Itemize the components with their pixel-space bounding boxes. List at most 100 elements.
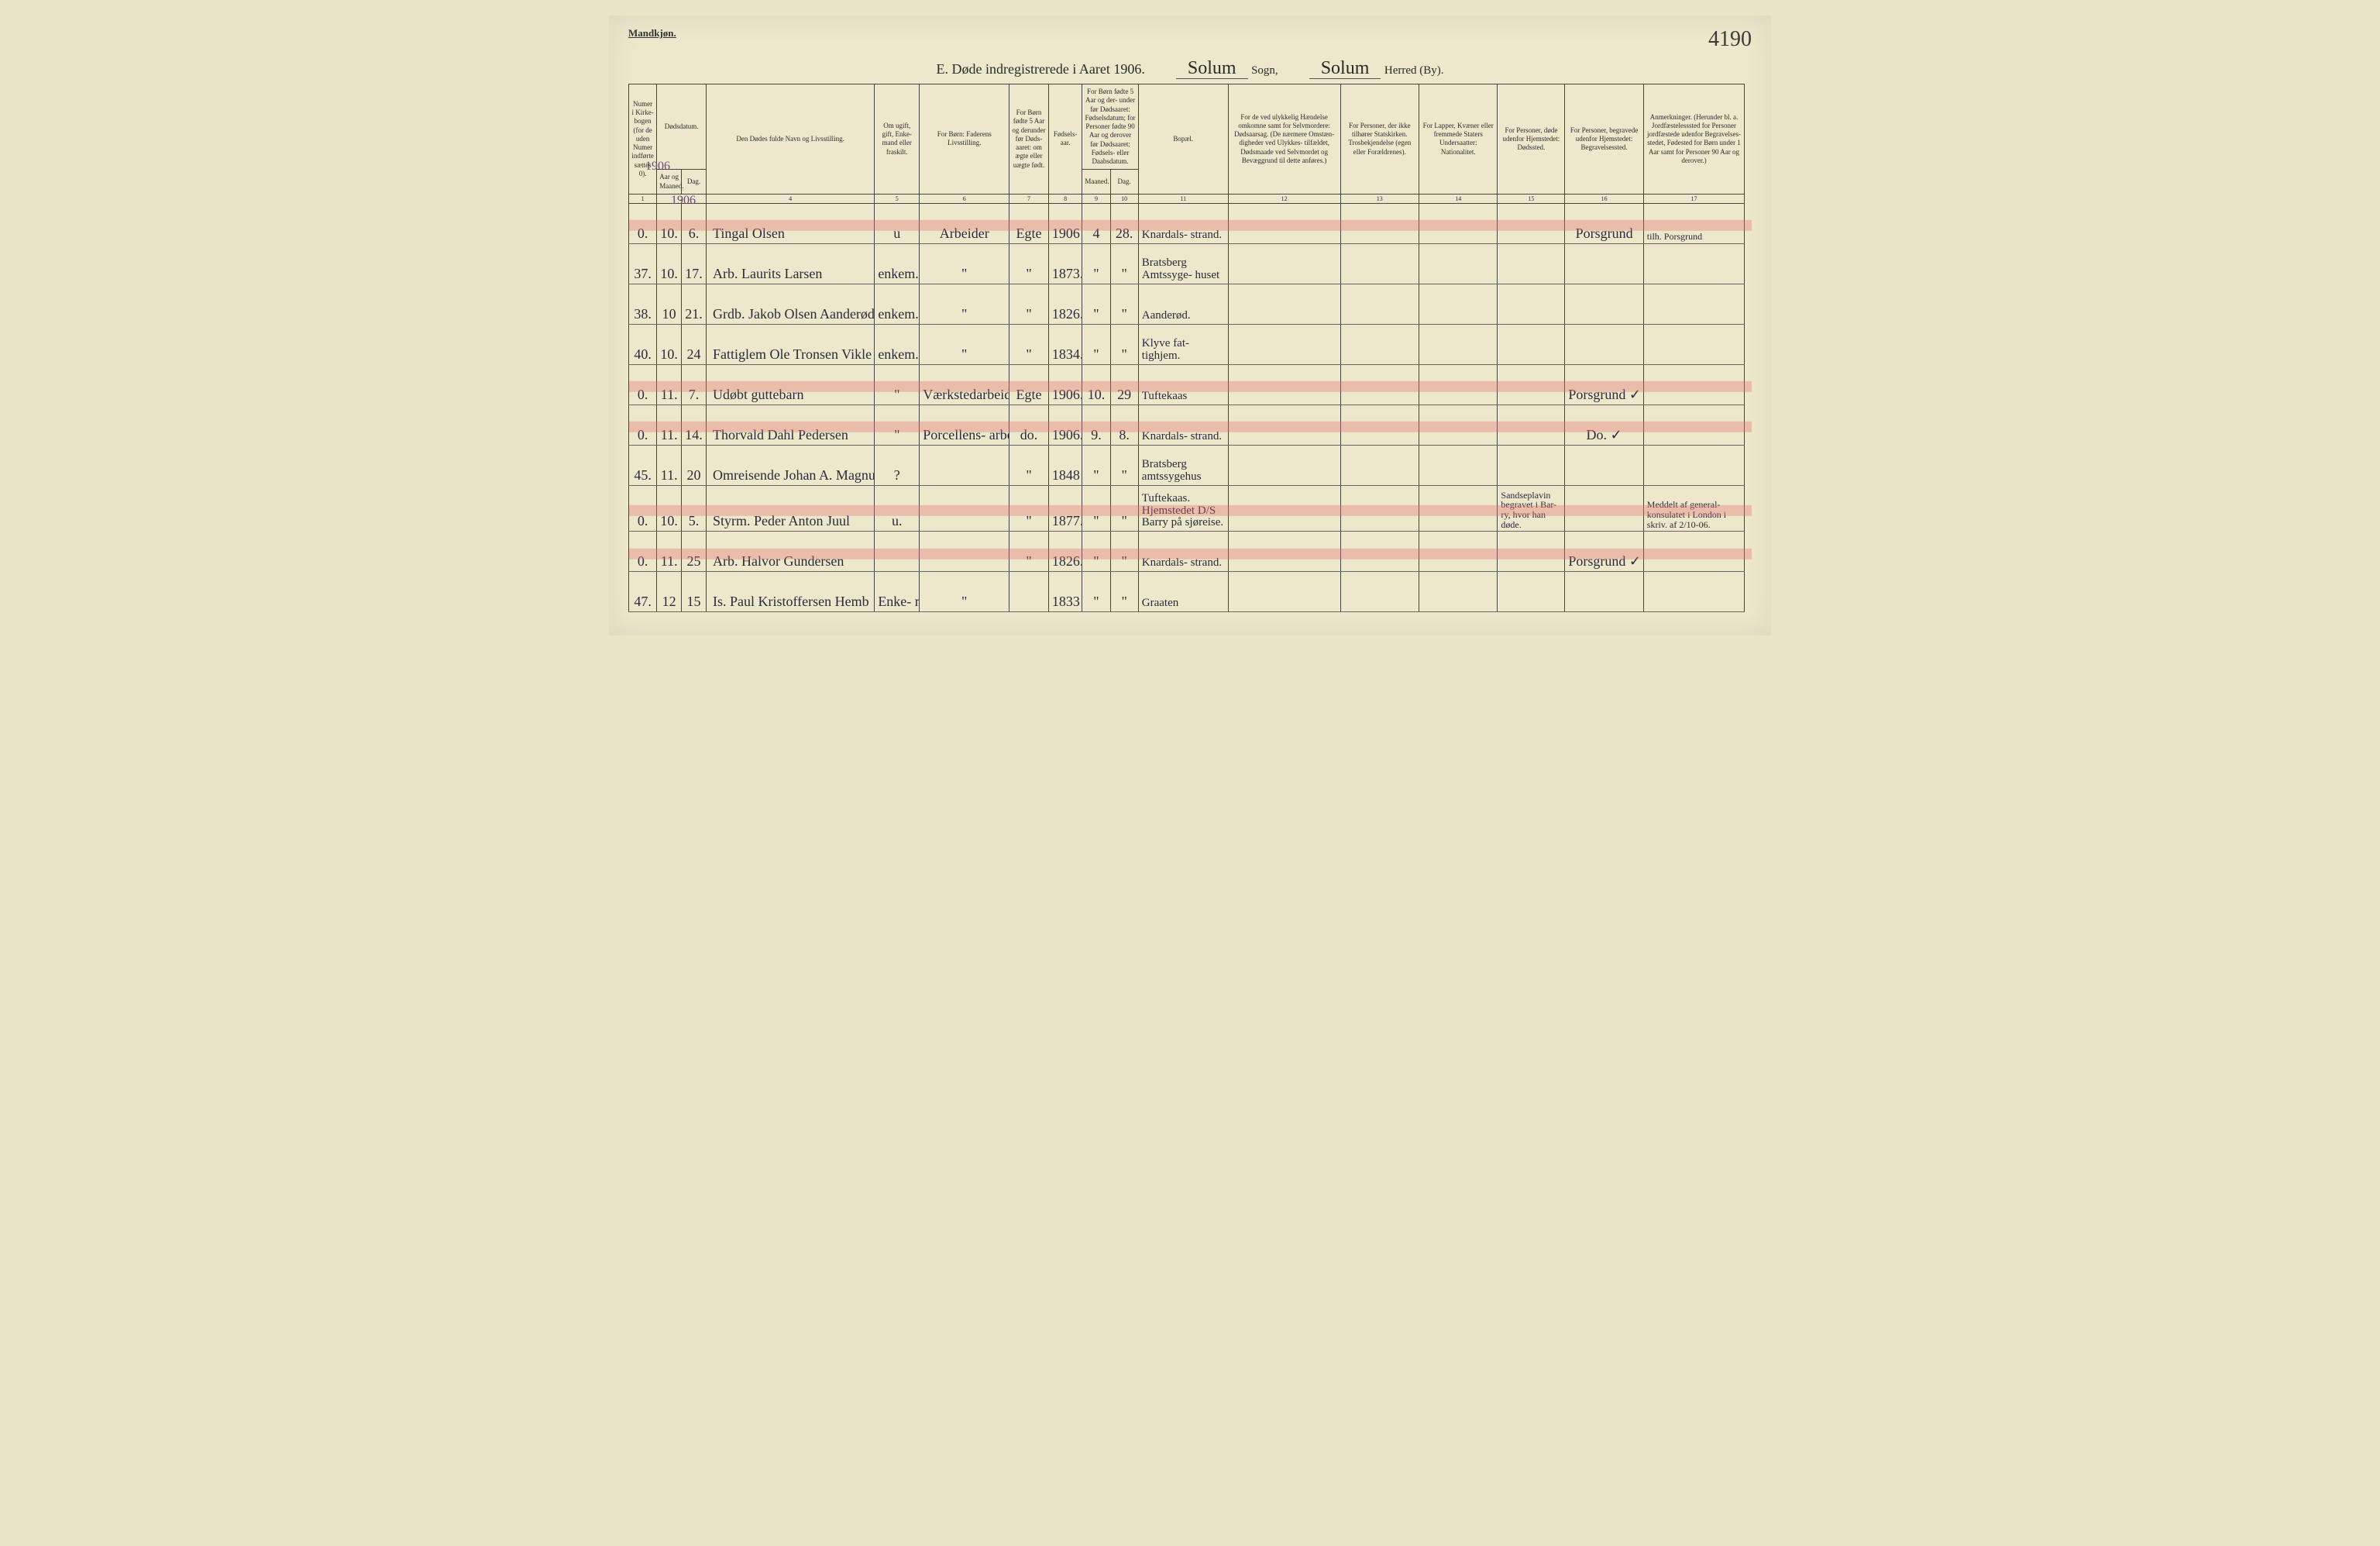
table-row: 40.10.24Fattiglem Ole Tronsen Vikleenkem… <box>629 324 1752 364</box>
cell-navn: Grdb. Jakob Olsen Aanderød <box>706 284 874 324</box>
table-row: 0.11.14.Thorvald Dahl Pedersen"Porcellen… <box>629 405 1752 445</box>
cell-fm: " <box>1082 445 1110 485</box>
cell-num: 47. <box>629 572 657 612</box>
cell-navn: Arb. Halvor Gundersen <box>706 532 874 572</box>
cell-siv: ? <box>875 445 920 485</box>
cell-a13 <box>1340 284 1419 324</box>
col-header: For Personer, der ikke tilhører Statskir… <box>1340 84 1419 195</box>
cell-siv: u <box>875 203 920 243</box>
cell-a14 <box>1419 405 1498 445</box>
cell-far <box>920 445 1009 485</box>
cell-mnd: 11. <box>657 445 682 485</box>
col-header: For Børn: Faderens Livsstilling. <box>920 84 1009 195</box>
cell-siv: u. <box>875 485 920 531</box>
cell-num: 45. <box>629 445 657 485</box>
colnum: 8 <box>1048 194 1082 203</box>
cell-a17: tilh. Porsgrund <box>1643 203 1744 243</box>
table-row: 0.11.25Arb. Halvor Gundersen"1826.""Knar… <box>629 532 1752 572</box>
cell-navn: Udøbt guttebarn <box>706 364 874 405</box>
cell-a17 <box>1643 324 1744 364</box>
cell-bopael: Knardals- strand. <box>1138 405 1228 445</box>
col-header: Dødsdatum. <box>657 84 707 170</box>
cell-bopael: Aanderød. <box>1138 284 1228 324</box>
cell-a14 <box>1419 243 1498 284</box>
col-header: For Personer, døde udenfor Hjemstedet: D… <box>1498 84 1565 195</box>
col-subheader: Dag. <box>1110 170 1138 195</box>
cell-egte: " <box>1009 324 1049 364</box>
cell-aar: 1826. <box>1048 532 1082 572</box>
colnum: 7 <box>1009 194 1049 203</box>
cell-bopael: Tuftekaas <box>1138 364 1228 405</box>
cell-mnd: 10 <box>657 284 682 324</box>
cell-a15 <box>1498 324 1565 364</box>
cell-fd: 8. <box>1110 405 1138 445</box>
ledger-table: Numer i Kirke- bogen (for de uden Numer … <box>628 84 1752 612</box>
cell-a15 <box>1498 284 1565 324</box>
cell-a12 <box>1228 572 1340 612</box>
colnum: 14 <box>1419 194 1498 203</box>
cell-num: 38. <box>629 284 657 324</box>
cell-a12 <box>1228 532 1340 572</box>
table-row: 45.11.20Omreisende Johan A. Magnussen?"1… <box>629 445 1752 485</box>
table-row: 0.10.5.Styrm. Peder Anton Juulu."1877.""… <box>629 485 1752 531</box>
cell-a14 <box>1419 572 1498 612</box>
cell-siv: " <box>875 364 920 405</box>
col-header: Bopæl. <box>1138 84 1228 195</box>
cell-a16: Do. ✓ <box>1565 405 1643 445</box>
cell-a17 <box>1643 445 1744 485</box>
cell-fm: " <box>1082 485 1110 531</box>
title-line: E. Døde indregistrerede i Aaret 1906. So… <box>628 58 1752 79</box>
cell-egte: " <box>1009 243 1049 284</box>
cell-a16 <box>1565 243 1643 284</box>
column-number-row: 1 2 4 5 6 7 8 9 10 11 12 13 14 15 16 17 <box>629 194 1752 203</box>
sogn-value: Solum <box>1176 58 1248 79</box>
cell-egte: " <box>1009 284 1049 324</box>
col-header: Anmerkninger. (Herunder bl. a. Jordfæste… <box>1643 84 1744 195</box>
cell-egte <box>1009 572 1049 612</box>
page-number: 4190 <box>1708 27 1752 52</box>
colnum: 4 <box>706 194 874 203</box>
colnum: 16 <box>1565 194 1643 203</box>
cell-a17 <box>1643 243 1744 284</box>
cell-bopael: Klyve fat- tighjem. <box>1138 324 1228 364</box>
cell-dag: 17. <box>682 243 707 284</box>
cell-far: " <box>920 243 1009 284</box>
cell-a15 <box>1498 532 1565 572</box>
cell-a13 <box>1340 324 1419 364</box>
cell-navn: Is. Paul Kristoffersen Hemb <box>706 572 874 612</box>
cell-dag: 15 <box>682 572 707 612</box>
gender-label: Mandkjøn. <box>628 27 676 40</box>
top-row: Mandkjøn. 4190 <box>628 27 1752 52</box>
cell-siv: Enke- mand <box>875 572 920 612</box>
cell-a16: Porsgrund ✓ <box>1565 532 1643 572</box>
cell-fd: " <box>1110 324 1138 364</box>
cell-far: Værkstedarbeider <box>920 364 1009 405</box>
cell-a12 <box>1228 485 1340 531</box>
cell-fm: 4 <box>1082 203 1110 243</box>
cell-num: 0. <box>629 532 657 572</box>
cell-aar: 1826. <box>1048 284 1082 324</box>
cell-aar: 1834. <box>1048 324 1082 364</box>
cell-a15 <box>1498 243 1565 284</box>
cell-navn: Styrm. Peder Anton Juul <box>706 485 874 531</box>
cell-egte: Egte <box>1009 364 1049 405</box>
cell-fd: " <box>1110 243 1138 284</box>
cell-a15 <box>1498 572 1565 612</box>
cell-num: 40. <box>629 324 657 364</box>
col-subheader: Maaned. <box>1082 170 1110 195</box>
cell-a12 <box>1228 445 1340 485</box>
col-header: For de ved ulykkelig Hændelse omkomne sa… <box>1228 84 1340 195</box>
colnum: 9 <box>1082 194 1110 203</box>
cell-a16 <box>1565 284 1643 324</box>
cell-num: 0. <box>629 364 657 405</box>
col-header: For Lapper, Kvæner eller fremmede Stater… <box>1419 84 1498 195</box>
cell-fm: 9. <box>1082 405 1110 445</box>
cell-far: " <box>920 572 1009 612</box>
colnum: 6 <box>920 194 1009 203</box>
cell-aar: 1906. <box>1048 364 1082 405</box>
cell-fd: " <box>1110 485 1138 531</box>
cell-siv: enkem. <box>875 324 920 364</box>
cell-a16: Porsgrund ✓ <box>1565 364 1643 405</box>
cell-a17 <box>1643 364 1744 405</box>
cell-a15: Sandseplavin begravet i Bar- ry, hvor ha… <box>1498 485 1565 531</box>
